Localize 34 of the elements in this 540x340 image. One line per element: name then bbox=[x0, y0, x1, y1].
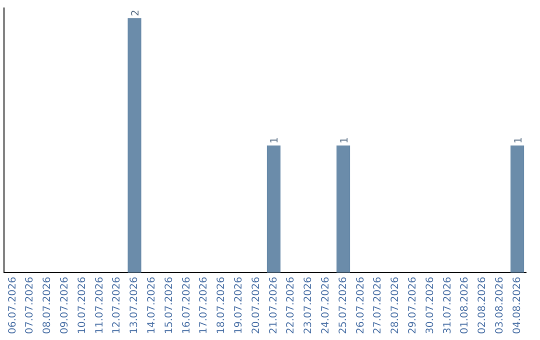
x-tick-label: 28.07.2026 bbox=[390, 276, 402, 334]
x-tick-label: 31.07.2026 bbox=[442, 276, 454, 334]
x-tick-label: 09.07.2026 bbox=[59, 276, 70, 334]
x-tick-label: 10.07.2026 bbox=[76, 276, 88, 334]
x-tick-label: 02.08.2026 bbox=[477, 276, 488, 334]
x-tick-label: 12.07.2026 bbox=[112, 276, 123, 334]
x-tick-label: 15.07.2026 bbox=[164, 276, 175, 334]
x-tick-label: 20.07.2026 bbox=[250, 276, 262, 334]
x-tick-label: 23.07.2026 bbox=[303, 276, 314, 334]
x-tick-label: 22.07.2026 bbox=[286, 276, 297, 334]
data-label: 1 bbox=[270, 137, 281, 144]
x-tick-label: 06.07.2026 bbox=[7, 276, 18, 334]
x-tick-label: 08.07.2026 bbox=[42, 276, 54, 334]
data-label: 1 bbox=[513, 137, 524, 144]
x-tick-label: 16.07.2026 bbox=[181, 276, 192, 334]
x-tick-label: 27.07.2026 bbox=[372, 276, 384, 334]
x-tick-label: 14.07.2026 bbox=[146, 276, 158, 334]
x-tick-label: 17.07.2026 bbox=[198, 276, 210, 334]
x-tick-label: 19.07.2026 bbox=[233, 276, 244, 334]
x-tick-label: 18.07.2026 bbox=[216, 276, 228, 334]
x-tick-label: 30.07.2026 bbox=[424, 276, 436, 334]
x-tick-label: 13.07.2026 bbox=[129, 276, 140, 334]
x-tick-label: 25.07.2026 bbox=[338, 276, 349, 334]
x-tick-label: 29.07.2026 bbox=[407, 276, 418, 334]
data-label: 1 bbox=[339, 137, 350, 144]
x-tick-label: 21.07.2026 bbox=[268, 276, 280, 334]
x-tick-label: 26.07.2026 bbox=[355, 276, 366, 334]
x-tick-label: 07.07.2026 bbox=[24, 276, 36, 334]
x-tick-label: 24.07.2026 bbox=[320, 276, 332, 334]
x-tick-label: 03.08.2026 bbox=[494, 276, 506, 334]
x-tick-label: 11.07.2026 bbox=[94, 276, 106, 334]
x-tick-label: 01.08.2026 bbox=[460, 276, 471, 334]
x-tick-label: 04.08.2026 bbox=[512, 276, 523, 334]
data-label: 2 bbox=[130, 10, 142, 16]
